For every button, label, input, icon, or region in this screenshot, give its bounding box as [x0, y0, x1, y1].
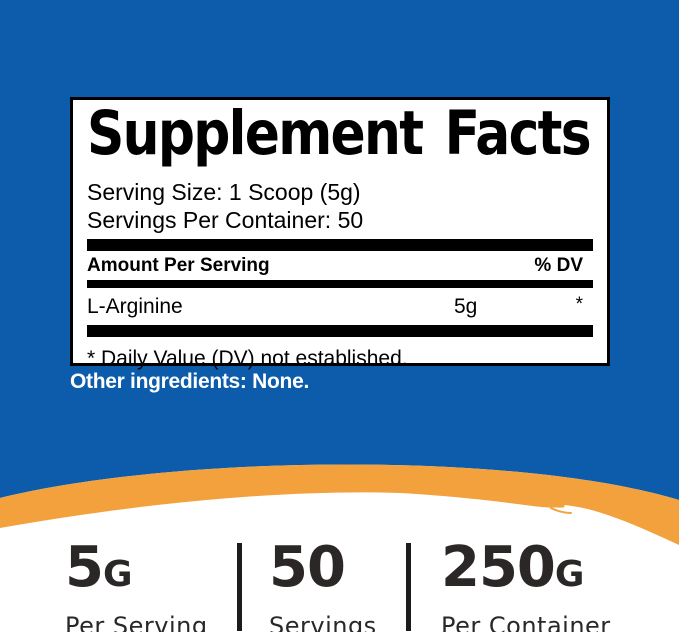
stat-divider: [237, 543, 242, 631]
stat-label: Per Serving: [65, 612, 208, 632]
stat-number: 5: [65, 535, 104, 600]
stat-value: 5G: [65, 540, 208, 600]
stat-label: Servings: [269, 612, 377, 632]
swoosh-brush-mark: [550, 507, 572, 514]
stat-value: 250G: [441, 540, 611, 600]
other-ingredients-line: Other ingredients: None.: [70, 370, 309, 393]
ingredient-row: L-Arginine 5g *: [87, 288, 593, 325]
orange-swoosh-shape: [0, 464, 679, 545]
divider-bar-medium: [87, 280, 593, 288]
percent-dv-header: % DV: [534, 255, 583, 276]
dv-footnote: * Daily Value (DV) not established.: [87, 347, 408, 370]
stats-strip: 5G Per Serving 50 Servings 250G Per Cont…: [0, 540, 679, 632]
stat-unit: G: [554, 554, 585, 595]
ingredient-name: L-Arginine: [87, 295, 183, 318]
stat-per-serving: 5G Per Serving: [65, 540, 208, 632]
supplement-facts-panel: Supplement Facts Serving Size: 1 Scoop (…: [70, 97, 610, 370]
stat-value: 50: [269, 540, 377, 600]
panel-title: Supplement Facts: [87, 98, 592, 169]
ingredient-dv-asterisk: *: [575, 294, 583, 315]
swoosh-brush-mark: [525, 497, 565, 508]
stat-number: 50: [269, 535, 346, 600]
stat-divider: [406, 543, 411, 631]
amount-per-serving-header: Amount Per Serving: [87, 255, 270, 276]
divider-bar-thick: [87, 239, 593, 251]
stat-per-container: 250G Per Container: [441, 540, 611, 632]
column-header-row: Amount Per Serving % DV: [87, 251, 593, 280]
ingredient-amount: 5g: [454, 295, 478, 318]
stat-unit: G: [102, 554, 133, 595]
serving-size-line: Serving Size: 1 Scoop (5g): [87, 179, 361, 205]
serving-info: Serving Size: 1 Scoop (5g) Servings Per …: [87, 178, 593, 234]
stat-label: Per Container: [441, 612, 611, 632]
divider-bar-thick: [87, 325, 593, 337]
stat-servings: 50 Servings: [269, 540, 377, 632]
servings-per-container-line: Servings Per Container: 50: [87, 207, 364, 233]
stat-number: 250: [441, 535, 556, 600]
